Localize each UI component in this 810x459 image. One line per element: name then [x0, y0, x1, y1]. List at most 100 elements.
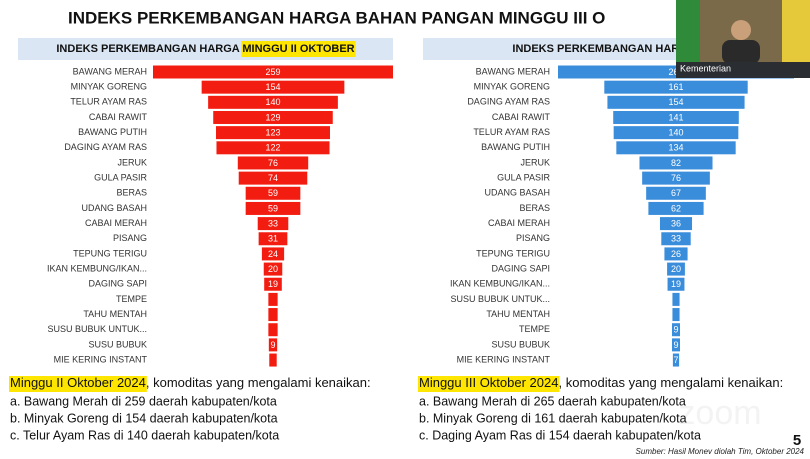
category-label: SUSU BUBUK UNTUK...: [450, 294, 550, 304]
value-label: 9: [673, 325, 678, 335]
category-label: MINYAK GORENG: [71, 82, 147, 92]
category-label: BAWANG MERAH: [476, 66, 550, 76]
bar: [238, 171, 308, 185]
category-label: PISANG: [516, 233, 550, 243]
bar: [264, 277, 282, 291]
bar: [604, 80, 748, 94]
category-label: DAGING AYAM RAS: [64, 142, 147, 152]
category-label: PISANG: [113, 233, 147, 243]
value-label: 26: [671, 249, 681, 259]
category-label: SUSU BUBUK UNTUK...: [47, 324, 147, 334]
value-label: 123: [265, 128, 280, 138]
bar: [257, 217, 289, 231]
category-label: IKAN KEMBUNG/IKAN...: [47, 263, 147, 273]
bar: [268, 323, 278, 337]
bar: [208, 95, 338, 109]
value-label: 9: [270, 340, 275, 350]
value-label: 129: [265, 112, 280, 122]
value-label: 259: [265, 67, 280, 77]
category-label: GULA PASIR: [94, 172, 147, 182]
category-label: TEMPE: [519, 324, 550, 334]
bar: [607, 95, 745, 109]
category-label: UDANG BASAH: [484, 188, 550, 198]
value-label: 19: [671, 279, 681, 289]
category-label: BAWANG MERAH: [73, 66, 147, 76]
category-label: BERAS: [116, 188, 147, 198]
bar: [245, 201, 301, 215]
value-label: 31: [268, 234, 278, 244]
name-bar: [676, 62, 810, 78]
value-label: 19: [268, 279, 278, 289]
value-label: 76: [268, 158, 278, 168]
bar: [672, 353, 680, 367]
note-text: , komoditas yang mengalami kenaikan:: [146, 375, 371, 390]
category-label: DAGING SAPI: [491, 263, 550, 273]
value-label: 154: [265, 82, 280, 92]
bar: [661, 232, 691, 246]
chart-title-text: INDEKS PERKEMBANGAN HARGA: [512, 43, 698, 55]
bar: [269, 353, 277, 367]
category-label: BAWANG PUTIH: [481, 142, 550, 152]
bar: [268, 292, 278, 306]
category-label: TAHU MENTAH: [83, 309, 147, 319]
note-highlight: Minggu II Oktober 2024: [10, 375, 146, 390]
bar: [616, 141, 736, 155]
category-label: TAHU MENTAH: [486, 309, 550, 319]
value-label: 67: [671, 188, 681, 198]
bar: [667, 262, 685, 276]
bar: [237, 156, 309, 170]
category-label: MINYAK GORENG: [474, 82, 550, 92]
bar: [659, 217, 693, 231]
note-text: , komoditas yang mengalami kenaikan:: [558, 375, 783, 390]
bar: [201, 80, 345, 94]
bar: [671, 323, 681, 337]
value-label: 140: [265, 97, 280, 107]
value-label: 134: [668, 143, 683, 153]
video-curtain: [676, 0, 700, 62]
title-highlight-box: [241, 41, 356, 57]
category-label: SUSU BUBUK: [88, 339, 147, 349]
bar: [216, 126, 330, 140]
category-label: BERAS: [519, 203, 550, 213]
video-curtain: [782, 0, 810, 62]
category-label: IKAN KEMBUNG/IKAN...: [450, 279, 550, 289]
category-label: CABAI RAWIT: [492, 112, 551, 122]
category-label: CABAI RAWIT: [89, 112, 148, 122]
category-label: JERUK: [520, 157, 550, 167]
watermark: zoom: [678, 394, 761, 432]
bar: [648, 201, 704, 215]
category-label: SUSU BUBUK: [491, 339, 550, 349]
category-label: TEPUNG TERIGU: [73, 248, 147, 258]
note-highlight-box: [9, 376, 147, 392]
note-heading: Minggu II Oktober 2024, komoditas yang m…: [10, 375, 371, 390]
category-label: UDANG BASAH: [81, 203, 147, 213]
bar: [613, 110, 739, 124]
note-item: a. Bawang Merah di 259 daerah kabupaten/…: [10, 394, 277, 408]
category-label: CABAI MERAH: [488, 218, 550, 228]
value-label: 33: [671, 234, 681, 244]
bar: [263, 262, 283, 276]
category-label: TEMPE: [116, 294, 147, 304]
value-label: 20: [671, 264, 681, 274]
note-highlight-box: [418, 376, 560, 392]
bar: [671, 338, 681, 352]
value-label: 62: [671, 203, 681, 213]
note-item: b. Minyak Goreng di 154 daerah kabupaten…: [10, 411, 278, 425]
category-label: DAGING AYAM RAS: [467, 97, 550, 107]
value-label: 24: [268, 249, 278, 259]
value-label: 140: [668, 128, 683, 138]
value-label: 74: [268, 173, 278, 183]
bar: [639, 156, 713, 170]
bar: [268, 338, 278, 352]
bar: [642, 171, 710, 185]
chart-title-text: INDEKS PERKEMBANGAN HARGA: [56, 43, 242, 55]
note-item: b. Minyak Goreng di 161 daerah kabupaten…: [419, 411, 687, 425]
value-label: 20: [268, 264, 278, 274]
bar: [672, 308, 680, 322]
video-overlay: Kementerian: [676, 0, 810, 78]
value-label: 161: [668, 82, 683, 92]
category-label: GULA PASIR: [497, 172, 550, 182]
value-label: 59: [268, 188, 278, 198]
value-label: 7: [673, 355, 678, 365]
